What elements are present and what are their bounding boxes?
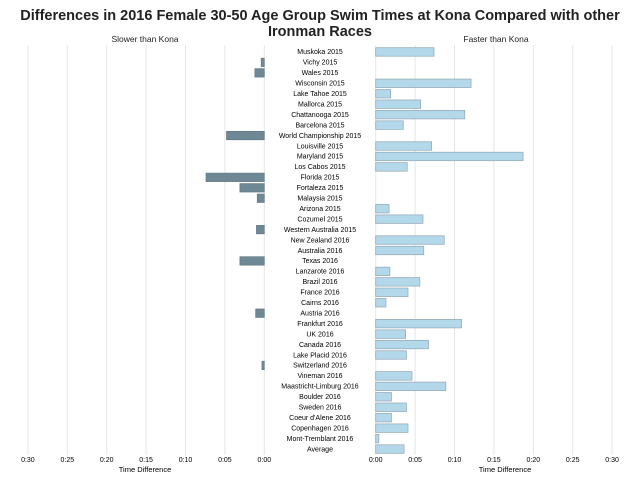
bar-slower [226, 131, 265, 141]
tick-label-left: 0:00 [257, 457, 271, 464]
bar-faster [375, 371, 413, 381]
tick-label-right: 0:20 [526, 457, 540, 464]
category-label: Florida 2015 [301, 175, 340, 182]
category-label: Austria 2016 [300, 310, 339, 317]
category-label: Brazil 2016 [302, 279, 337, 286]
bar-faster [375, 99, 421, 109]
category-label: Coeur d'Alene 2016 [289, 415, 351, 422]
bar-faster [375, 444, 405, 454]
category-label: France 2016 [300, 290, 339, 297]
bar-faster [375, 47, 435, 57]
category-label: Wales 2015 [302, 70, 339, 77]
tick-label-left: 0:15 [139, 457, 153, 464]
category-label: Cairns 2016 [301, 300, 339, 307]
bar-faster [375, 329, 406, 339]
category-label: Maastricht-Limburg 2016 [281, 384, 359, 391]
bar-faster [375, 141, 432, 151]
category-label: Vichy 2015 [303, 60, 338, 67]
tick-label-left: 0:20 [100, 457, 114, 464]
slower-panel-title: Slower than Kona [111, 34, 179, 44]
tick-label-right: 0:00 [369, 457, 383, 464]
category-label: Lake Tahoe 2015 [293, 91, 347, 98]
tick-label-left: 0:10 [179, 457, 193, 464]
x-axis-label-left: Time Difference [119, 465, 172, 474]
bar-faster [375, 339, 429, 350]
category-label: Chattanooga 2015 [291, 112, 349, 119]
category-label: Western Australia 2015 [284, 227, 356, 234]
category-label: Vineman 2016 [297, 373, 342, 380]
bar-slower [260, 57, 265, 67]
category-label: Lake Placid 2016 [293, 352, 347, 359]
category-label: UK 2016 [306, 331, 333, 338]
tick-label-right: 0:05 [408, 457, 422, 464]
bar-faster [375, 277, 421, 287]
bar-faster [375, 120, 404, 130]
tick-label-left: 0:30 [21, 457, 35, 464]
bar-slower [256, 193, 265, 203]
category-label: Arizona 2015 [299, 206, 340, 213]
category-label: Fortaleza 2015 [297, 185, 344, 192]
bar-faster [375, 151, 524, 162]
category-label: Copenhagen 2016 [291, 425, 349, 432]
category-label: World Championship 2015 [279, 133, 361, 140]
category-label: Louisville 2015 [297, 143, 343, 150]
bar-faster [375, 78, 472, 88]
tick-label-right: 0:25 [566, 457, 580, 464]
category-label: Los Cabos 2015 [295, 164, 346, 171]
bar-slower [254, 68, 265, 78]
category-label: Texas 2016 [302, 258, 338, 265]
bar-slower [205, 172, 265, 182]
category-label: Malaysia 2015 [297, 196, 342, 203]
bar-slower [239, 183, 265, 193]
bar-faster [375, 298, 387, 308]
x-axis-label-right: Time Difference [479, 465, 532, 474]
category-label: Lanzarote 2016 [296, 269, 345, 276]
category-label: Maryland 2015 [297, 154, 343, 161]
category-label: Barcelona 2015 [295, 122, 344, 129]
tick-label-left: 0:05 [218, 457, 232, 464]
bar-faster [375, 402, 407, 412]
bar-slower [255, 308, 265, 318]
bar-faster [375, 110, 466, 120]
category-label: Mallorca 2015 [298, 101, 342, 108]
tick-label-right: 0:30 [605, 457, 619, 464]
bar-faster [375, 423, 409, 433]
bar-faster [375, 204, 390, 214]
chart-title: Differences in 2016 Female 30-50 Age Gro… [20, 8, 620, 40]
bar-faster [375, 381, 447, 391]
bar-slower [256, 225, 265, 235]
category-label: Mont-Tremblant 2016 [287, 436, 354, 443]
category-label: Australia 2016 [298, 248, 343, 255]
category-label: Canada 2016 [299, 342, 341, 349]
category-label: Frankfurt 2016 [297, 321, 343, 328]
bar-faster [375, 287, 409, 297]
bar-faster [375, 266, 391, 276]
bar-faster [375, 319, 462, 329]
bar-faster [375, 392, 392, 402]
category-label: Boulder 2016 [299, 394, 341, 401]
category-label: Average [307, 446, 333, 453]
bar-faster [375, 89, 392, 99]
tick-label-right: 0:15 [487, 457, 501, 464]
bar-faster [375, 235, 445, 245]
bar-faster [375, 214, 424, 224]
category-label: Sweden 2016 [299, 405, 342, 412]
bar-faster [375, 162, 408, 172]
bar-faster [375, 413, 392, 423]
category-label: Wisconsin 2015 [295, 81, 345, 88]
tick-label-right: 0:10 [448, 457, 462, 464]
category-label: Switzerland 2016 [293, 363, 347, 370]
tick-label-left: 0:25 [60, 457, 74, 464]
bar-faster [375, 350, 407, 360]
faster-panel-title: Faster than Kona [463, 34, 529, 44]
category-label: Muskoka 2015 [297, 49, 343, 56]
bar-slower [261, 360, 265, 371]
category-label: Cozumel 2015 [297, 216, 342, 223]
category-label: New Zealand 2016 [291, 237, 350, 244]
bar-faster [375, 434, 380, 444]
bar-slower [239, 256, 265, 266]
bar-faster [375, 245, 425, 256]
